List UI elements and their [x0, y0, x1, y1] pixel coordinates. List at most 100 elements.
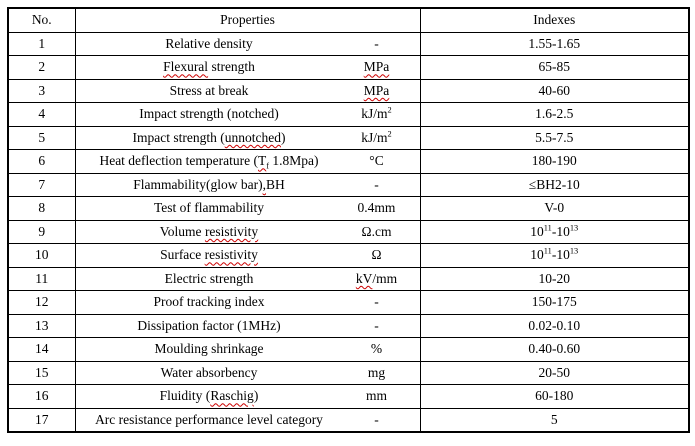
property-name: Arc resistance performance level categor…: [76, 412, 334, 428]
no-cell: 2: [7, 55, 76, 80]
table-row: 15 Water absorbency mg 20-50: [7, 360, 690, 385]
property-row-layout: Fluidity (Raschig) mm: [76, 388, 420, 404]
property-row-layout: Dissipation factor (1MHz) -: [76, 317, 419, 334]
text-segment: 2: [387, 129, 392, 139]
property-name: Stress at break: [76, 83, 334, 99]
table-row: 10 Surface resistivity Ω 1011-1013: [7, 243, 690, 268]
property-cell: Moulding shrinkage%: [74, 337, 421, 362]
index-cell: 5: [419, 407, 690, 433]
property-name: Heat deflection temperature (Tf 1.8Mpa): [76, 153, 334, 171]
text-segment: -: [374, 317, 379, 333]
table-row: 2 Flexural strength MPa 65-85: [7, 55, 690, 80]
text-segment: 1.8Mpa): [269, 153, 319, 169]
text-segment: Moulding shrinkage: [154, 341, 264, 357]
text-segment: resistivity: [204, 223, 259, 239]
table-row: 5 Impact strength (unnotched) kJ/m2 5.5-7.5: [7, 125, 690, 150]
property-cell: Impact strength (unnotched) kJ/m2: [74, 125, 421, 150]
unit-value: -: [334, 294, 420, 310]
property-row-layout: Electric strength kV/mm: [76, 270, 419, 287]
index-cell: 60-180: [419, 384, 690, 409]
text-segment: f: [266, 161, 270, 171]
text-segment: 40-60: [538, 82, 571, 98]
text-segment: 0.4mm: [357, 200, 396, 216]
property-row-layout: Flammability(glow bar),BH -: [76, 176, 420, 193]
text-segment: Raschig: [210, 388, 254, 404]
table-row: 8 Test of flammability 0.4mm V-0: [7, 196, 690, 221]
unit-value: -: [334, 177, 420, 193]
no-cell: 4: [7, 102, 76, 127]
properties-table: No. Properties Indexes 1 Relative density…: [7, 7, 690, 433]
text-segment: /mm: [372, 270, 398, 286]
text-segment: 5: [550, 411, 558, 427]
unit-value: 0.4mm: [334, 200, 420, 216]
property-name: Water absorbency: [76, 365, 334, 381]
text-segment: ,: [262, 176, 266, 192]
table-row: 6 Heat deflection temperature (Tf 1.8Mpa)…: [7, 149, 690, 174]
property-cell: Fluidity (Raschig) mm: [74, 384, 421, 409]
index-cell: 40-60: [419, 78, 690, 103]
index-cell: ≤BH2-10: [419, 172, 690, 197]
text-segment: 10-20: [538, 270, 571, 286]
unit-value: mm: [334, 388, 420, 404]
text-segment: -10: [551, 247, 570, 263]
table-row: 4 Impact strength (notched) kJ/m2 1.6-2.5: [7, 102, 690, 127]
index-cell: V-0: [419, 196, 690, 221]
text-segment: Proof tracking index: [153, 294, 265, 310]
text-segment: Impact strength (notched): [139, 106, 279, 122]
text-segment: Heat deflection temperature (: [99, 153, 258, 169]
header-row: No. Properties Indexes: [7, 7, 690, 33]
column-header-properties: Properties: [74, 7, 421, 33]
text-segment: V-0: [544, 200, 565, 216]
text-segment: 13: [569, 246, 579, 256]
property-row-layout: Proof tracking index -: [76, 294, 420, 310]
text-segment: strength: [208, 59, 255, 75]
index-cell: 5.5-7.5: [419, 125, 690, 150]
unit-value: -: [334, 36, 420, 52]
property-cell: Proof tracking index -: [74, 290, 421, 315]
property-cell: Stress at break MPa: [74, 78, 421, 103]
property-row-layout: Impact strength (notched) kJ/m2: [76, 105, 419, 122]
text-segment: MPa: [363, 82, 390, 98]
text-segment: ): [253, 388, 259, 404]
text-segment: Impact strength (: [132, 129, 225, 145]
property-row-layout: Arc resistance performance level categor…: [76, 412, 419, 428]
property-row-layout: Relative density -: [76, 36, 420, 52]
text-segment: -: [374, 35, 379, 51]
text-segment: 0.40-0.60: [528, 341, 581, 357]
no-cell: 17: [7, 407, 76, 433]
no-cell: 8: [7, 196, 76, 221]
property-name: Test of flammability: [76, 200, 334, 216]
unit-value: kJ/m2: [334, 130, 420, 146]
index-cell: 0.02-0.10: [419, 313, 690, 338]
property-name: Fluidity (Raschig): [76, 388, 334, 404]
no-cell: 13: [7, 313, 76, 338]
no-cell: 15: [7, 360, 76, 385]
text-segment: ≤BH2-10: [528, 176, 580, 192]
property-cell: Flexural strength MPa: [74, 55, 421, 80]
text-segment: Dissipation factor (1MHz): [137, 317, 281, 333]
no-cell: 14: [7, 337, 76, 362]
table-body: 1 Relative density -1.55-1.65 2 Flexural str…: [7, 31, 690, 433]
property-row-layout: Test of flammability 0.4mm: [76, 200, 420, 216]
index-cell: 1011-1013: [419, 219, 690, 244]
property-row-layout: Impact strength (unnotched) kJ/m2: [76, 129, 420, 146]
text-segment: Test of flammability: [153, 200, 265, 216]
text-segment: Water absorbency: [160, 364, 258, 380]
text-segment: Arc resistance performance level categor…: [95, 411, 323, 427]
index-cell: 1.6-2.5: [419, 102, 690, 127]
unit-value: mg: [334, 365, 420, 381]
property-row-layout: Stress at break MPa: [76, 82, 419, 99]
text-segment: Flammability(glow bar): [133, 176, 263, 192]
no-cell: 9: [7, 219, 76, 244]
property-name: Flexural strength: [76, 59, 334, 75]
text-segment: °C: [369, 153, 384, 169]
property-name: Moulding shrinkage: [76, 341, 334, 357]
text-segment: kJ/m: [361, 129, 388, 145]
text-segment: 2: [387, 105, 392, 115]
property-cell: Dissipation factor (1MHz) -: [74, 313, 421, 338]
text-segment: kV: [355, 270, 373, 286]
text-segment: Fluidity (: [159, 388, 211, 404]
text-segment: 65-85: [538, 59, 571, 75]
text-segment: %: [370, 341, 383, 357]
property-cell: Relative density -: [74, 31, 421, 56]
